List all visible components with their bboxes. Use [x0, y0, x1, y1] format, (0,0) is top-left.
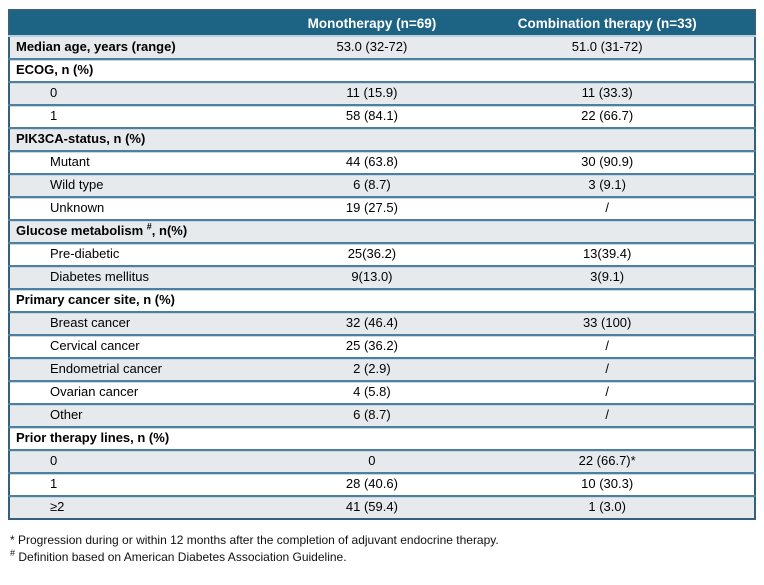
table-row-prior-2-or-more: ≥2 41 (59.4) 1 (3.0) [9, 495, 755, 519]
combo-value: / [460, 403, 755, 427]
mono-value: 44 (63.8) [283, 150, 461, 174]
table-row-other: Other 6 (8.7) / [9, 403, 755, 427]
combo-value: 13(39.4) [460, 242, 755, 266]
table-row-endometrial-cancer: Endometrial cancer 2 (2.9) / [9, 357, 755, 381]
table-row-ecog-1: 1 58 (84.1) 22 (66.7) [9, 104, 755, 128]
combo-value: / [460, 196, 755, 220]
column-header-monotherapy: Monotherapy (n=69) [283, 10, 461, 37]
table-row-breast-cancer: Breast cancer 32 (46.4) 33 (100) [9, 311, 755, 335]
table-row-diabetes-mellitus: Diabetes mellitus 9(13.0) 3(9.1) [9, 265, 755, 289]
section-row-glucose-metabolism: Glucose metabolism #, n(%) [9, 219, 755, 243]
combo-value: 11 (33.3) [460, 81, 755, 105]
combo-value: 51.0 (31-72) [460, 36, 755, 59]
row-label: 0 [9, 449, 284, 473]
row-label: Wild type [9, 173, 284, 197]
mono-value: 11 (15.9) [283, 81, 461, 105]
row-label: Ovarian cancer [9, 380, 284, 404]
row-label: Breast cancer [9, 311, 284, 335]
mono-value: 41 (59.4) [283, 495, 461, 519]
row-label: Unknown [9, 196, 284, 220]
row-label: Endometrial cancer [9, 357, 284, 381]
table-row-prior-0: 0 0 22 (66.7)* [9, 449, 755, 473]
section-row-primary-cancer-site: Primary cancer site, n (%) [9, 288, 755, 312]
section-label: Primary cancer site, n (%) [9, 288, 755, 312]
footnotes: * Progression during or within 12 months… [10, 532, 756, 566]
footnote-hash: # Definition based on American Diabetes … [10, 547, 756, 566]
mono-value: 32 (46.4) [283, 311, 461, 335]
table-row-median-age: Median age, years (range) 53.0 (32-72) 5… [9, 36, 755, 59]
row-label: 1 [9, 472, 284, 496]
row-label: Cervical cancer [9, 334, 284, 358]
row-label: Other [9, 403, 284, 427]
mono-value: 4 (5.8) [283, 380, 461, 404]
combo-value: 33 (100) [460, 311, 755, 335]
section-label: ECOG, n (%) [9, 58, 755, 82]
row-label: 0 [9, 81, 284, 105]
combo-value: 22 (66.7) [460, 104, 755, 128]
patient-characteristics-table: Monotherapy (n=69) Combination therapy (… [8, 9, 756, 520]
hash-superscript: # [10, 547, 16, 558]
mono-value: 25(36.2) [283, 242, 461, 266]
footnote-asterisk: * Progression during or within 12 months… [10, 533, 499, 547]
mono-value: 0 [283, 449, 461, 473]
hash-superscript: # [146, 222, 152, 233]
column-header-combination-therapy: Combination therapy (n=33) [460, 10, 755, 37]
section-label: Glucose metabolism #, n(%) [9, 219, 755, 243]
combo-value: / [460, 357, 755, 381]
mono-value: 53.0 (32-72) [283, 36, 461, 59]
row-label: Diabetes mellitus [9, 265, 284, 289]
mono-value: 25 (36.2) [283, 334, 461, 358]
combo-value: 3(9.1) [460, 265, 755, 289]
combo-value: 22 (66.7)* [460, 449, 755, 473]
table-row-pre-diabetic: Pre-diabetic 25(36.2) 13(39.4) [9, 242, 755, 266]
combo-value: 3 (9.1) [460, 173, 755, 197]
mono-value: 9(13.0) [283, 265, 461, 289]
table-row-ecog-0: 0 11 (15.9) 11 (33.3) [9, 81, 755, 105]
section-label-suffix: , n(%) [151, 223, 188, 239]
mono-value: 2 (2.9) [283, 357, 461, 381]
table-header-row: Monotherapy (n=69) Combination therapy (… [9, 10, 755, 37]
table-row-prior-1: 1 28 (40.6) 10 (30.3) [9, 472, 755, 496]
mono-value: 58 (84.1) [283, 104, 461, 128]
mono-value: 6 (8.7) [283, 403, 461, 427]
section-label: PIK3CA-status, n (%) [9, 127, 755, 151]
table-row-cervical-cancer: Cervical cancer 25 (36.2) / [9, 334, 755, 358]
section-label-text: Glucose metabolism [16, 223, 144, 239]
table-row-ovarian-cancer: Ovarian cancer 4 (5.8) / [9, 380, 755, 404]
combo-value: 1 (3.0) [460, 495, 755, 519]
row-label: Pre-diabetic [9, 242, 284, 266]
header-empty-cell [9, 10, 284, 37]
table-row-wild-type: Wild type 6 (8.7) 3 (9.1) [9, 173, 755, 197]
section-row-pik3ca: PIK3CA-status, n (%) [9, 127, 755, 151]
row-label: ≥2 [9, 495, 284, 519]
section-row-prior-therapy-lines: Prior therapy lines, n (%) [9, 426, 755, 450]
combo-value: 30 (90.9) [460, 150, 755, 174]
row-label: 1 [9, 104, 284, 128]
mono-value: 6 (8.7) [283, 173, 461, 197]
combo-value: / [460, 380, 755, 404]
table-row-unknown: Unknown 19 (27.5) / [9, 196, 755, 220]
combo-value: 10 (30.3) [460, 472, 755, 496]
mono-value: 19 (27.5) [283, 196, 461, 220]
section-label: Prior therapy lines, n (%) [9, 426, 755, 450]
footnote-hash-text: Definition based on American Diabetes As… [15, 549, 347, 564]
row-label: Median age, years (range) [9, 36, 284, 59]
combo-value: / [460, 334, 755, 358]
row-label: Mutant [9, 150, 284, 174]
mono-value: 28 (40.6) [283, 472, 461, 496]
table-row-mutant: Mutant 44 (63.8) 30 (90.9) [9, 150, 755, 174]
section-row-ecog: ECOG, n (%) [9, 58, 755, 82]
